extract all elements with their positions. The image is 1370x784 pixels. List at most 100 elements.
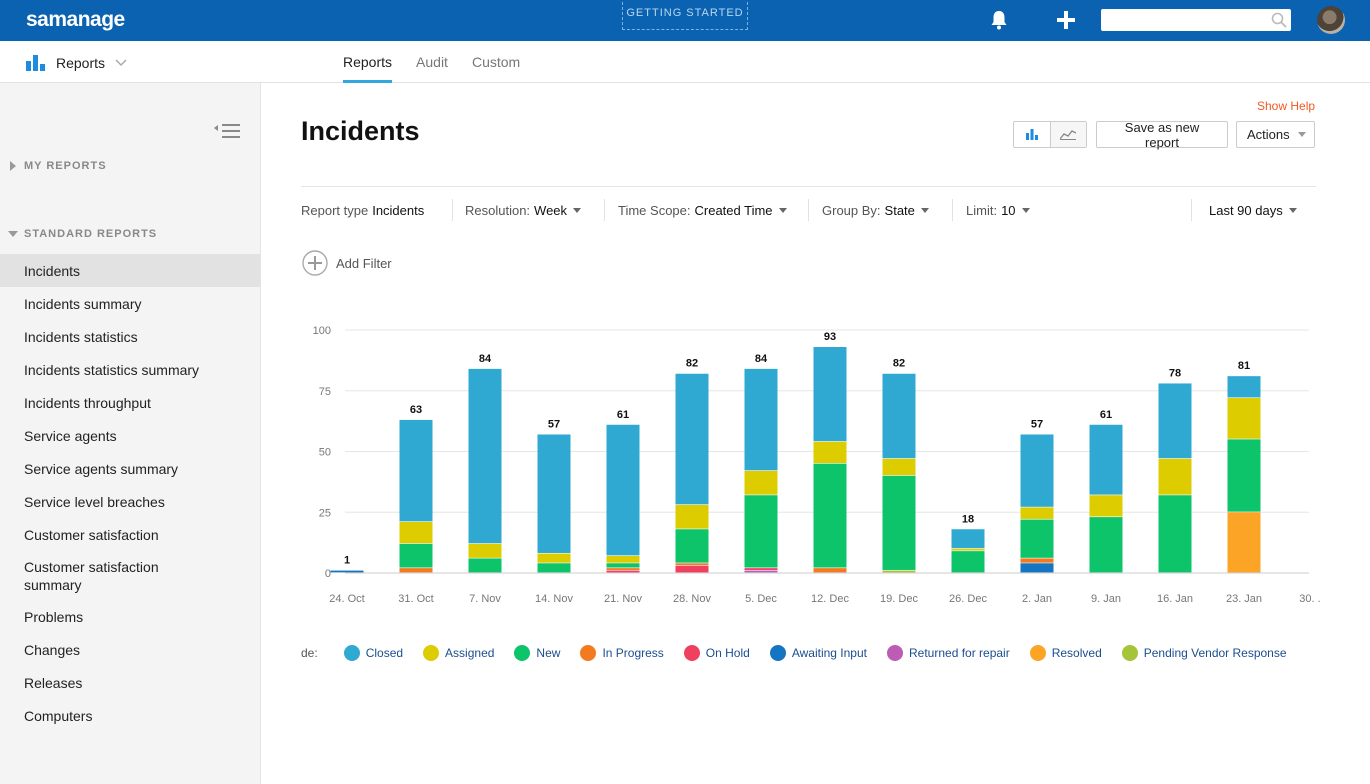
bar-segment <box>606 570 640 573</box>
legend-item[interactable]: On Hold <box>683 645 750 661</box>
bar-segment <box>813 441 847 464</box>
save-as-new-report-button[interactable]: Save as new report <box>1096 120 1228 150</box>
legend-item[interactable]: In Progress <box>580 645 664 661</box>
bar-view-button[interactable] <box>1014 122 1050 147</box>
legend-item[interactable]: Returned for repair <box>887 645 1010 661</box>
samanage-logo[interactable]: samanage <box>26 8 125 31</box>
sidebar: MY REPORTS STANDARD REPORTS Incidents In… <box>0 83 261 784</box>
global-search-input[interactable] <box>1101 9 1291 31</box>
legend-label: Resolved <box>1051 646 1102 660</box>
sidebar-item-incidents-statistics[interactable]: Incidents statistics <box>24 329 138 345</box>
legend-swatch <box>514 645 531 661</box>
reports-module-menu[interactable]: Reports <box>26 53 127 73</box>
search-icon[interactable] <box>1271 12 1287 28</box>
report-tabs: Reports Audit Custom <box>343 41 544 83</box>
bar-segment <box>537 553 571 563</box>
legend-item[interactable]: Pending Vendor Response <box>1121 645 1287 661</box>
data-label: 61 <box>1100 409 1112 421</box>
my-reports-label: MY REPORTS <box>24 160 107 172</box>
legend-item[interactable]: Closed <box>343 645 403 661</box>
legend-swatch <box>423 645 440 661</box>
time-scope-label: Time Scope: <box>618 202 691 218</box>
standard-reports-section[interactable]: STANDARD REPORTS <box>8 228 157 240</box>
bar-segment <box>813 568 847 573</box>
show-help-link[interactable]: Show Help <box>1257 99 1316 113</box>
legend-swatch <box>683 645 700 661</box>
legend-label: In Progress <box>602 646 664 660</box>
tab-reports[interactable]: Reports <box>343 41 393 83</box>
actions-button[interactable]: Actions <box>1236 121 1315 148</box>
legend-label: Assigned <box>445 646 495 660</box>
data-label: 57 <box>1031 418 1043 430</box>
bar-segment <box>1089 517 1123 573</box>
add-icon[interactable] <box>1056 10 1076 30</box>
bell-icon[interactable] <box>990 10 1008 30</box>
legend-label: Returned for repair <box>909 646 1010 660</box>
sidebar-item-incidents-throughput[interactable]: Incidents throughput <box>24 395 151 411</box>
resolution-dropdown[interactable]: Resolution: Week <box>465 200 582 220</box>
bar-segment <box>744 568 778 570</box>
group-by-dropdown[interactable]: Group By: State <box>822 200 929 220</box>
report-type-filter[interactable]: Report type Incidents <box>301 200 424 220</box>
bar-segment <box>1020 558 1054 563</box>
legend-item[interactable]: Resolved <box>1029 645 1102 661</box>
bar-segment <box>1020 507 1054 519</box>
x-tick-label: 23. Jan <box>1226 593 1262 605</box>
bar-segment <box>1020 563 1054 573</box>
bar-segment <box>1158 458 1192 495</box>
user-avatar[interactable] <box>1317 6 1345 34</box>
line-view-button[interactable] <box>1049 122 1086 147</box>
x-tick-label: 21. Nov <box>604 593 642 605</box>
plus-circle-icon <box>302 250 328 276</box>
my-reports-section[interactable]: MY REPORTS <box>8 160 107 172</box>
sidebar-item-customer-satisfaction-summary[interactable]: Customer satisfaction summary <box>24 559 159 593</box>
tab-audit[interactable]: Audit <box>416 54 448 70</box>
sidebar-item-service-agents-summary[interactable]: Service agents summary <box>24 461 179 477</box>
sidebar-item-incidents[interactable]: Incidents <box>0 254 260 287</box>
data-label: 1 <box>344 555 350 567</box>
y-tick-label: 0 <box>325 568 331 580</box>
caret-right-icon <box>10 161 16 171</box>
time-scope-dropdown[interactable]: Time Scope: Created Time <box>618 200 787 220</box>
bar-segment <box>1227 512 1261 573</box>
legend-label: On Hold <box>705 646 750 660</box>
chart-view-toggle <box>1013 121 1087 148</box>
legend-label: Pending Vendor Response <box>1143 646 1287 660</box>
legend-item[interactable]: New <box>514 645 560 661</box>
bar-segment <box>951 548 985 551</box>
legend-item[interactable]: Awaiting Input <box>769 645 867 661</box>
bar-segment <box>468 368 502 544</box>
sidebar-item-service-level-breaches[interactable]: Service level breaches <box>24 494 165 510</box>
sidebar-item-customer-satisfaction[interactable]: Customer satisfaction <box>24 527 159 543</box>
group-by-value: State <box>884 202 915 218</box>
filter-divider <box>604 199 605 221</box>
sidebar-item-service-agents[interactable]: Service agents <box>24 428 117 444</box>
collapse-sidebar-icon[interactable] <box>214 123 242 139</box>
limit-dropdown[interactable]: Limit: 10 <box>966 200 1030 220</box>
sidebar-item-changes[interactable]: Changes <box>24 642 81 658</box>
add-filter-button[interactable]: Add Filter <box>302 250 392 276</box>
tab-custom[interactable]: Custom <box>471 54 521 70</box>
sidebar-item-problems[interactable]: Problems <box>24 609 84 625</box>
sidebar-item-incidents-statistics-summary[interactable]: Incidents statistics summary <box>24 362 200 378</box>
sidebar-item-computers[interactable]: Computers <box>24 708 93 724</box>
bar-segment <box>399 543 433 568</box>
bar-segment <box>951 529 985 549</box>
filter-divider <box>1191 199 1192 221</box>
report-type-value: Incidents <box>372 202 425 218</box>
group-by-label: Group By: <box>822 202 881 218</box>
bar-segment <box>399 568 433 573</box>
x-tick-label: 31. Oct <box>398 593 433 605</box>
time-scope-value: Created Time <box>694 202 773 218</box>
bar-segment <box>744 570 778 573</box>
legend-item[interactable]: Assigned <box>423 645 494 661</box>
getting-started-button[interactable]: GETTING STARTED <box>622 2 748 30</box>
date-range-dropdown[interactable]: Last 90 days <box>1209 200 1297 220</box>
data-label: 82 <box>686 358 698 370</box>
bar-segment <box>399 521 433 544</box>
sidebar-item-incidents-summary[interactable]: Incidents summary <box>24 296 142 312</box>
sidebar-item-releases[interactable]: Releases <box>24 675 83 691</box>
bar-segment <box>882 373 916 459</box>
caret-down-icon <box>778 207 787 213</box>
legend-title: de: <box>301 646 318 660</box>
